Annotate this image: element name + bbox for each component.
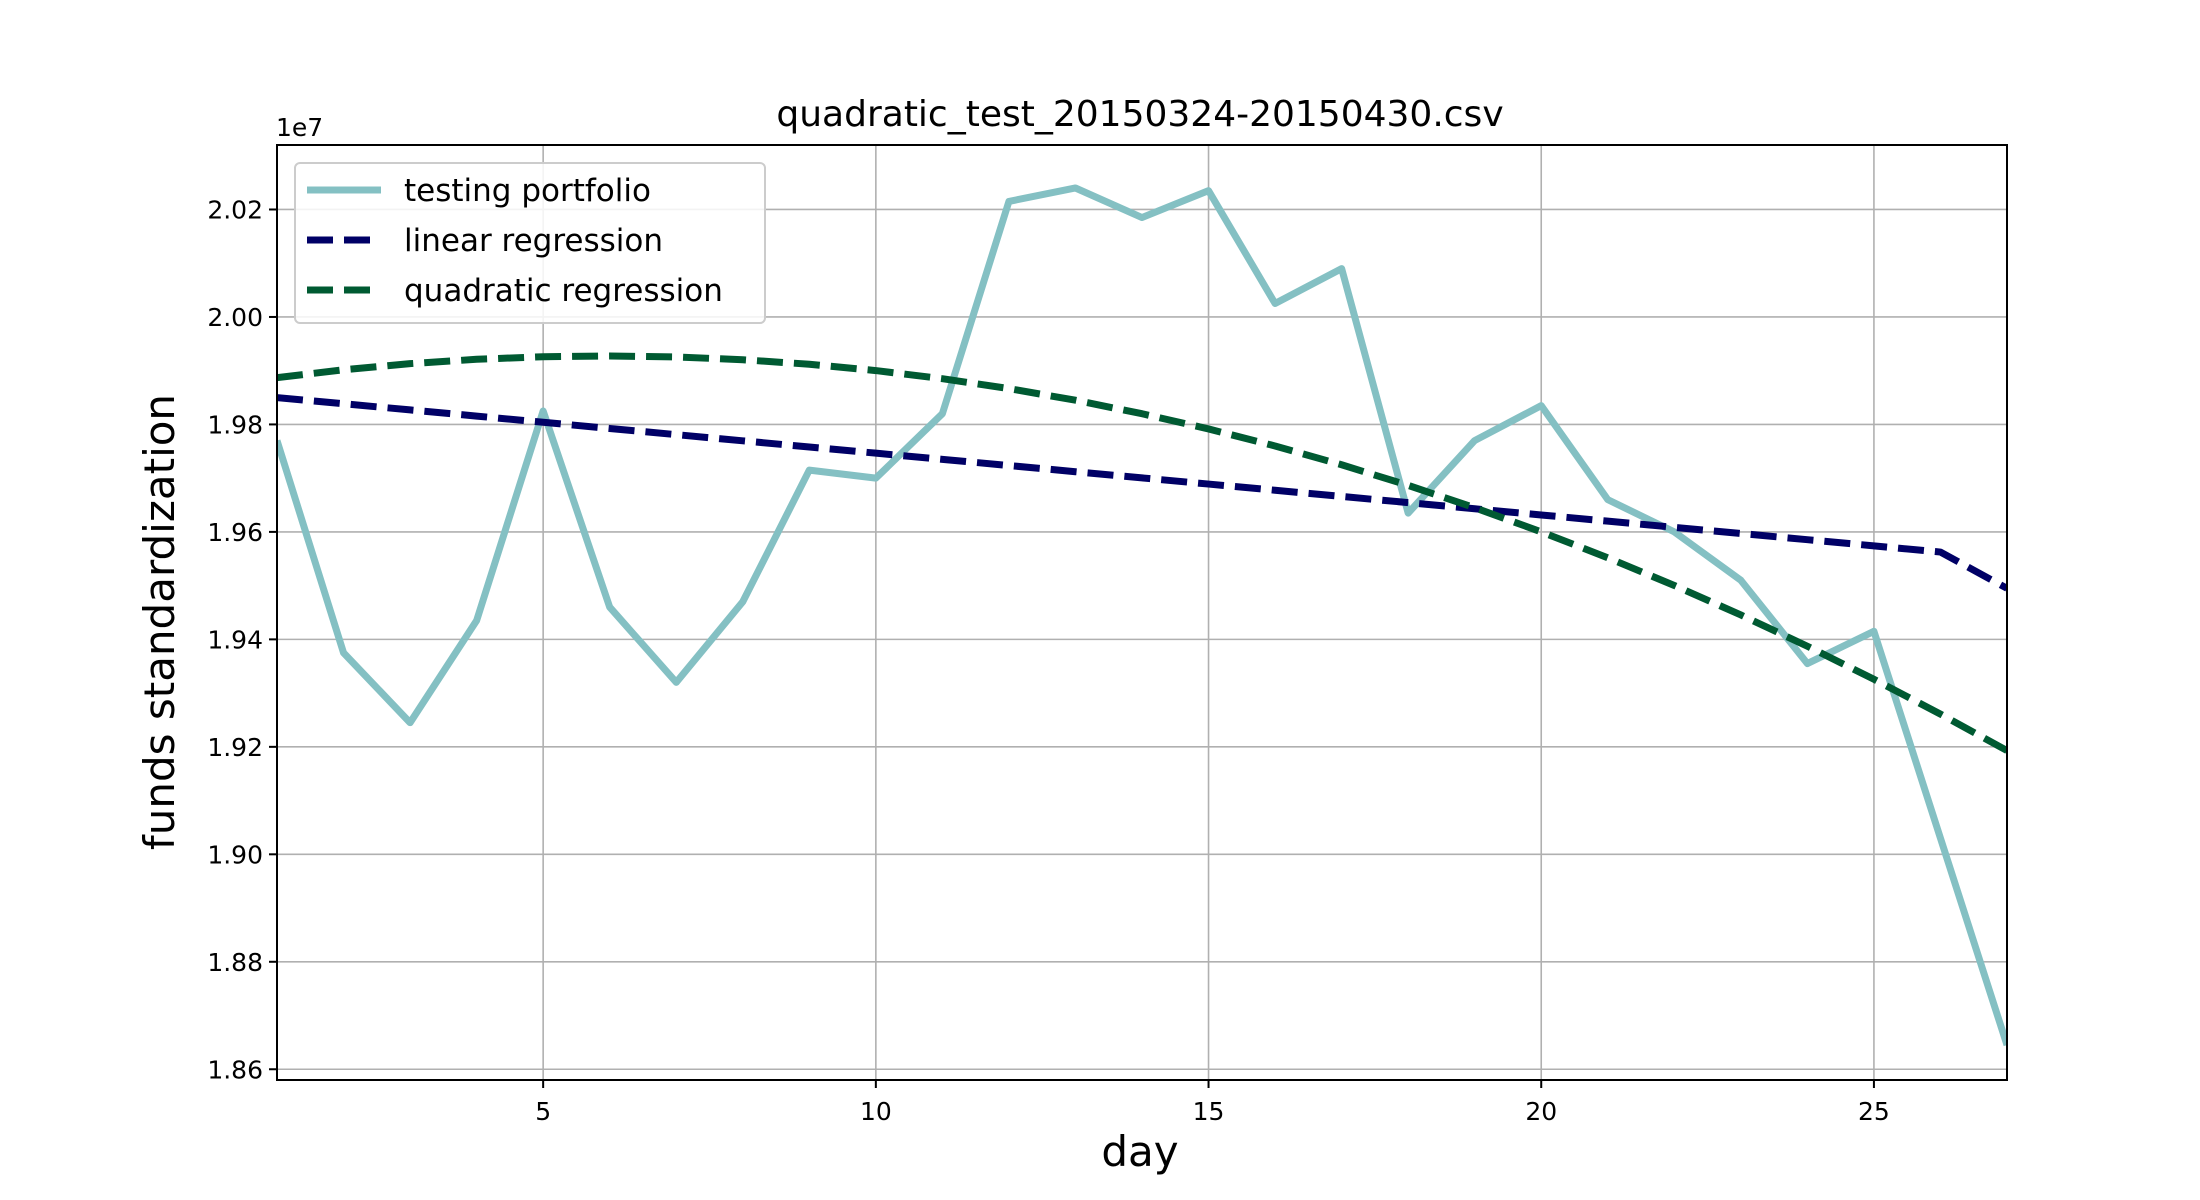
legend-label: testing portfolio	[404, 173, 651, 209]
legend-label: quadratic regression	[404, 273, 723, 309]
x-tick-label: 5	[535, 1097, 551, 1126]
legend: testing portfolio linear regression quadra…	[294, 162, 766, 324]
y-tick-label: 1.92	[207, 733, 263, 762]
chart-title: quadratic_test_20150324-20150430.csv	[776, 94, 1503, 135]
plot-frame	[276, 144, 2008, 1081]
x-tick-label: 10	[860, 1097, 892, 1126]
y-axis-title: funds standardization	[135, 394, 184, 850]
y-tick-label: 1.88	[207, 948, 263, 977]
y-tick-label: 1.98	[207, 410, 263, 439]
y-axis-ticks: 1.86 1.88 1.90 1.92 1.94 1.96 1.98 2.00 2.02	[207, 195, 277, 1084]
y-tick-label: 1.94	[207, 625, 263, 654]
x-axis-title: day	[1101, 1127, 1178, 1176]
x-tick-label: 25	[1858, 1097, 1890, 1126]
x-tick-label: 15	[1193, 1097, 1225, 1126]
x-tick-label: 20	[1525, 1097, 1557, 1126]
y-tick-label: 2.00	[207, 303, 263, 332]
legend-box	[294, 162, 766, 324]
y-tick-label: 1.86	[207, 1055, 263, 1084]
series-line-testing-portfolio	[277, 184, 2007, 1047]
series-line-quadratic-regression	[277, 352, 2007, 754]
series-line-linear-regression	[277, 394, 2007, 592]
x-axis-ticks: 5 10 15 20 25	[535, 1080, 1890, 1126]
grid	[277, 145, 2007, 1080]
y-tick-label: 2.02	[207, 195, 263, 224]
series-layer	[277, 184, 2007, 1047]
y-axis-offset-label: 1e7	[276, 113, 323, 142]
y-tick-label: 1.96	[207, 518, 263, 547]
y-tick-label: 1.90	[207, 840, 263, 869]
legend-label: linear regression	[404, 223, 663, 259]
